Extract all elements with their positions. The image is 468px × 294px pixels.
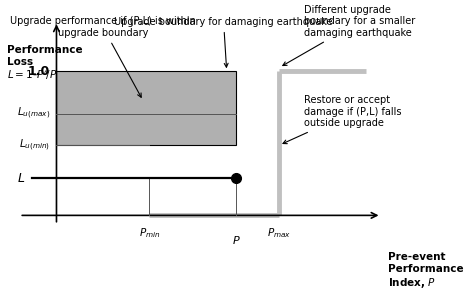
Text: Pre-event
Performance
Index, $P$: Pre-event Performance Index, $P$ [388,252,463,290]
Text: $P_{max}$: $P_{max}$ [267,226,292,240]
Text: Restore or accept
damage if (P,L) falls
outside upgrade: Restore or accept damage if (P,L) falls … [283,95,402,144]
Polygon shape [57,71,236,145]
Text: $P$: $P$ [232,234,241,246]
Text: Different upgrade
boundary for a smaller
damaging earthquake: Different upgrade boundary for a smaller… [283,5,415,66]
Text: 1.0: 1.0 [28,65,50,78]
Text: Performance
Loss
$L=1$-$P'/P$: Performance Loss $L=1$-$P'/P$ [7,45,82,82]
Text: Upgrade performance if (P,L) is within
upgrade boundary: Upgrade performance if (P,L) is within u… [10,16,196,97]
Text: $L_{u(max)}$: $L_{u(max)}$ [17,106,50,121]
Text: $L$: $L$ [17,172,26,185]
Text: $L_{u(min)}$: $L_{u(min)}$ [19,138,50,153]
Text: Upgrade boundary for damaging earthquake: Upgrade boundary for damaging earthquake [114,17,333,67]
Text: $P_{min}$: $P_{min}$ [139,226,160,240]
